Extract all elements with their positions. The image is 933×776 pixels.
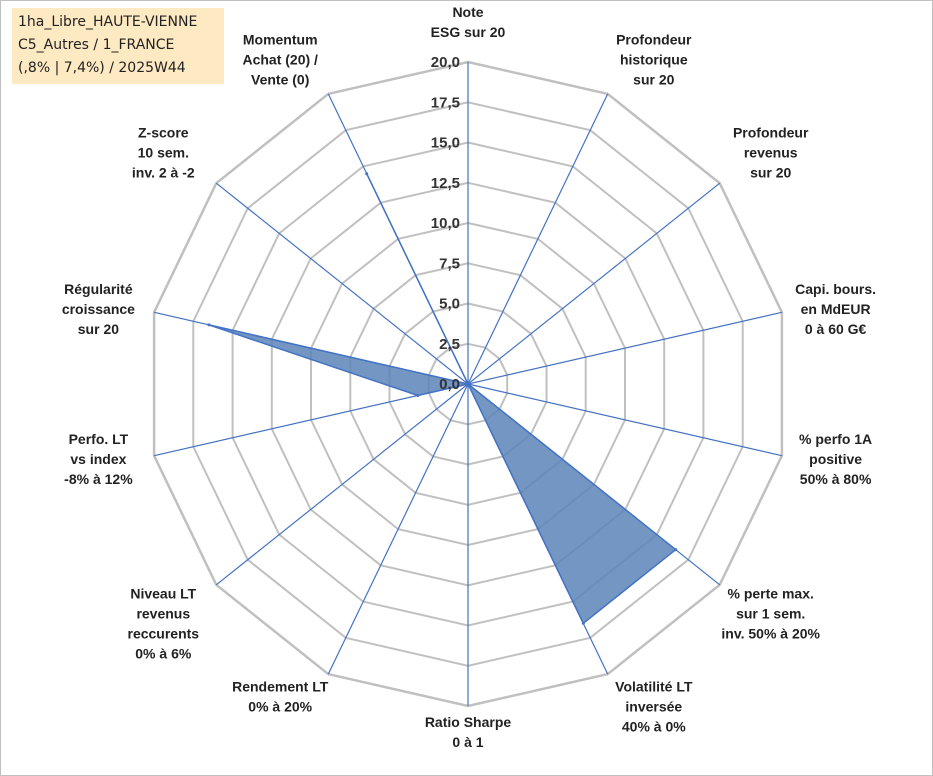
tick-label: 2,5 (439, 336, 460, 353)
axis-labels: Note ESG sur 20 Profondeur historique sur 20… (62, 4, 876, 750)
axis-label-line: sur 20 (750, 165, 791, 181)
axis-label: % perfo 1A positive 50% à 80% (799, 431, 872, 487)
tick-label: 10,0 (431, 215, 460, 232)
info-box: 1ha_Libre_HAUTE-VIENNE C5_Autres / 1_FRA… (12, 8, 224, 84)
axis-label: Z-score 10 sem. inv. 2 à -2 (132, 125, 195, 181)
axis-label-line: Rendement LT (232, 679, 329, 695)
radial-tick-labels: 0,0 2,5 5,0 7,5 10,0 12,5 15,0 17,5 20,0 (431, 54, 460, 393)
axis-label: Rendement LT 0% à 20% (232, 679, 329, 715)
axis-label-line: inv. 50% à 20% (721, 626, 820, 642)
axis-label-line: Capi. bours. (795, 281, 876, 297)
data-point (207, 323, 211, 327)
axis-label-line: % perfo 1A (799, 431, 872, 447)
data-point (674, 548, 678, 552)
axis-label-line: revenus (136, 606, 190, 622)
axis-label-line: vs index (70, 451, 126, 467)
axis-label: Volatilité LT inversée 40% à 0% (615, 679, 693, 735)
tick-label: 0,0 (439, 376, 460, 393)
axis-label-line: reccurents (128, 626, 200, 642)
axis-label-line: positive (809, 451, 862, 467)
data-point (466, 382, 470, 386)
axis-label-line: Momentum (243, 31, 318, 47)
axis-label: Ratio Sharpe 0 à 1 (425, 714, 512, 750)
axis-label-line: Z-score (138, 125, 189, 141)
tick-label: 5,0 (439, 296, 460, 313)
data-point (416, 394, 420, 397)
axis-label-line: historique (620, 51, 688, 67)
axis-spoke (467, 93, 609, 385)
axis-spoke (215, 182, 469, 385)
axis-label-line: 0 à 1 (452, 734, 483, 750)
axis-label-line: inv. 2 à -2 (132, 165, 195, 181)
data-point (365, 172, 369, 176)
axis-label-line: 0% à 6% (135, 646, 192, 662)
axis-label-line: Profondeur (616, 31, 692, 47)
tick-label: 20,0 (431, 54, 460, 71)
axis-label-line: Niveau LT (130, 586, 196, 602)
info-line-1: 1ha_Libre_HAUTE-VIENNE (18, 14, 198, 30)
axis-label-line: 0% à 20% (248, 699, 312, 715)
tick-label: 7,5 (439, 255, 460, 272)
axis-label-line: sur 20 (78, 321, 119, 337)
info-line-3: (,8% | 7,4%) / 2025W44 (18, 60, 186, 76)
data-point (581, 621, 585, 625)
axis-label: % perte max. sur 1 sem. inv. 50% à 20% (721, 586, 820, 642)
axis-label-line: sur 20 (633, 71, 674, 87)
axis-label-line: % perte max. (728, 586, 814, 602)
tick-label: 12,5 (431, 175, 460, 192)
axis-label-line: Note (452, 4, 483, 20)
axis-label: Note ESG sur 20 (431, 4, 506, 40)
info-line-2: C5_Autres / 1_FRANCE (18, 37, 175, 53)
tick-label: 15,0 (431, 135, 460, 152)
axis-label-line: Ratio Sharpe (425, 714, 512, 730)
axis-label-line: ESG sur 20 (431, 24, 506, 40)
axis-label: Momentum Achat (20) / Vente (0) (242, 31, 318, 87)
axis-label-line: Vente (0) (251, 71, 309, 87)
axis-label-line: 10 sem. (138, 145, 189, 161)
axis-label-line: Profondeur (733, 125, 809, 141)
axis-label-line: en MdEUR (801, 301, 871, 317)
axis-label: Profondeur historique sur 20 (616, 31, 692, 87)
axis-label-line: croissance (62, 301, 135, 317)
axis-label-line: 50% à 80% (800, 471, 872, 487)
axis-spoke (327, 383, 469, 675)
tick-label: 17,5 (431, 94, 460, 111)
axis-label-line: Volatilité LT (615, 679, 693, 695)
axis-spoke (153, 383, 469, 457)
axis-label-line: sur 1 sem. (736, 606, 805, 622)
axis-label: Capi. bours. en MdEUR 0 à 60 G€ (795, 281, 876, 337)
axis-spoke (467, 311, 783, 385)
radar-series (207, 172, 678, 625)
axis-spoke (215, 383, 469, 586)
axis-label-line: revenus (744, 145, 798, 161)
series-area (208, 173, 677, 625)
axis-label: Niveau LT revenus reccurents 0% à 6% (128, 586, 200, 662)
axis-label-line: Achat (20) / (242, 51, 318, 67)
axis-spoke (467, 383, 783, 457)
axis-label-line: Perfo. LT (69, 431, 129, 447)
axis-label-line: Régularité (64, 281, 133, 297)
axis-label-line: inversée (625, 699, 682, 715)
axis-spoke (467, 182, 721, 385)
axis-label: Perfo. LT vs index -8% à 12% (64, 431, 133, 487)
axis-label: Régularité croissance sur 20 (62, 281, 135, 337)
axis-label-line: 0 à 60 G€ (805, 321, 867, 337)
axis-label-line: 40% à 0% (622, 719, 686, 735)
axis-label-line: -8% à 12% (64, 471, 133, 487)
axis-label: Profondeur revenus sur 20 (733, 125, 809, 181)
